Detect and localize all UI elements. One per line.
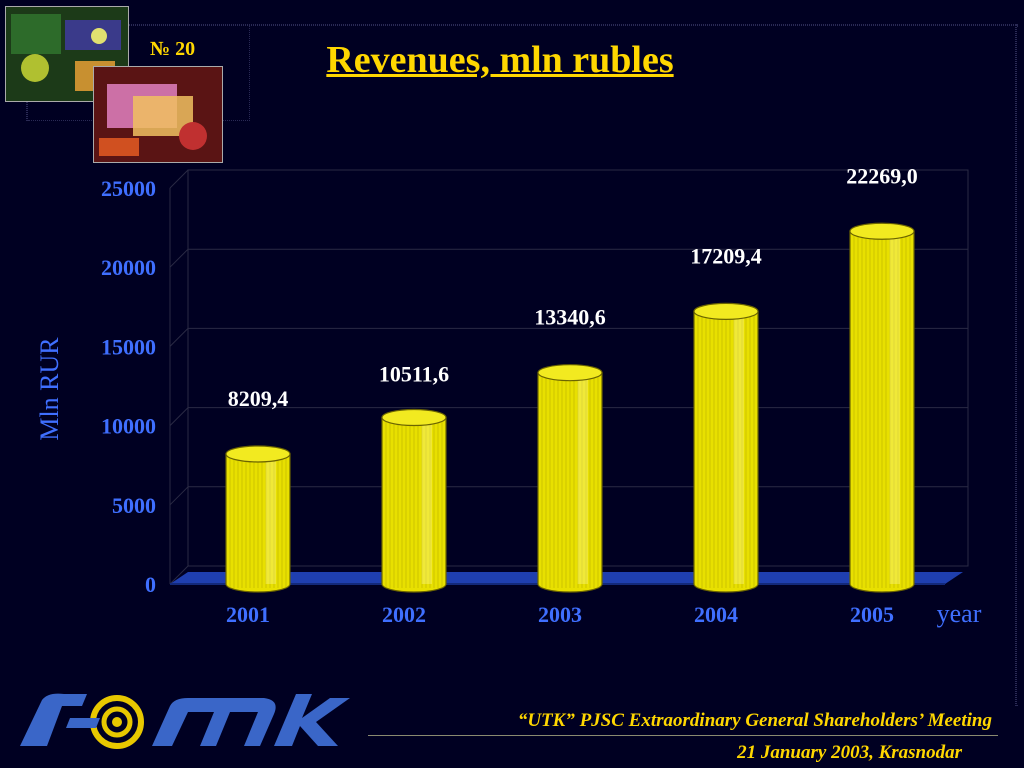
gridline-side: [169, 565, 189, 585]
x-tick-label: 2002: [382, 602, 426, 627]
bar-2002: [381, 408, 447, 593]
x-axis-label: year: [937, 599, 982, 628]
bar-top: [225, 445, 291, 463]
value-labels: 8209,4 10511,6 13340,6 17209,4 22269,0: [228, 163, 918, 411]
x-tick-label: 2001: [226, 602, 270, 627]
y-tick-label: 10000: [101, 414, 156, 439]
y-axis-ticks: 0 5000 10000 15000 20000 25000: [101, 176, 156, 597]
value-label: 22269,0: [846, 163, 918, 188]
gridline-side: [169, 486, 189, 506]
bar-top: [849, 222, 915, 240]
value-label: 13340,6: [534, 305, 606, 330]
bar-highlight: [889, 231, 900, 584]
bar-highlight: [421, 417, 432, 584]
y-tick-label: 5000: [112, 493, 156, 518]
value-label: 17209,4: [690, 243, 762, 268]
bar-top: [381, 408, 447, 427]
bar-highlight: [733, 311, 744, 584]
bar-top: [537, 364, 603, 382]
gridline-side: [169, 407, 189, 426]
gridline-side: [169, 169, 189, 189]
bar-2001: [225, 445, 291, 593]
x-tick-label: 2003: [538, 602, 582, 627]
y-axis-label: Mln RUR: [35, 337, 64, 441]
page-title: Revenues, mln rubles: [326, 39, 674, 81]
y-tick-label: 0: [145, 572, 156, 597]
decorative-frame-right: [1015, 24, 1017, 706]
gridline-side: [169, 248, 189, 268]
x-tick-label: 2004: [694, 602, 738, 627]
y-tick-label: 15000: [101, 334, 156, 359]
y-tick-label: 25000: [101, 176, 156, 201]
footer-divider: [368, 735, 998, 736]
value-label: 8209,4: [228, 386, 289, 411]
footer-date-caption: 21 January 2003, Krasnodar: [737, 742, 962, 763]
x-axis-ticks: 2001 2002 2003 2004 2005: [226, 602, 894, 627]
gridline-side: [169, 328, 189, 347]
value-label: 10511,6: [379, 361, 449, 386]
decor-image-connector: [93, 66, 223, 163]
chart-gridlines: [169, 169, 969, 585]
footer-meeting-caption: “UTK” PJSC Extraordinary General Shareho…: [517, 710, 992, 731]
y-tick-label: 20000: [101, 255, 156, 280]
bar-2004: [693, 302, 759, 593]
bar-2005: [849, 222, 915, 593]
bar-top: [693, 302, 759, 321]
bar-highlight: [577, 372, 588, 584]
x-tick-label: 2005: [850, 602, 894, 627]
bar-highlight: [265, 453, 276, 584]
slide-number: № 20: [150, 38, 196, 60]
chart-bars: [225, 222, 915, 593]
bar-2003: [537, 364, 603, 593]
company-logo: [20, 693, 350, 749]
